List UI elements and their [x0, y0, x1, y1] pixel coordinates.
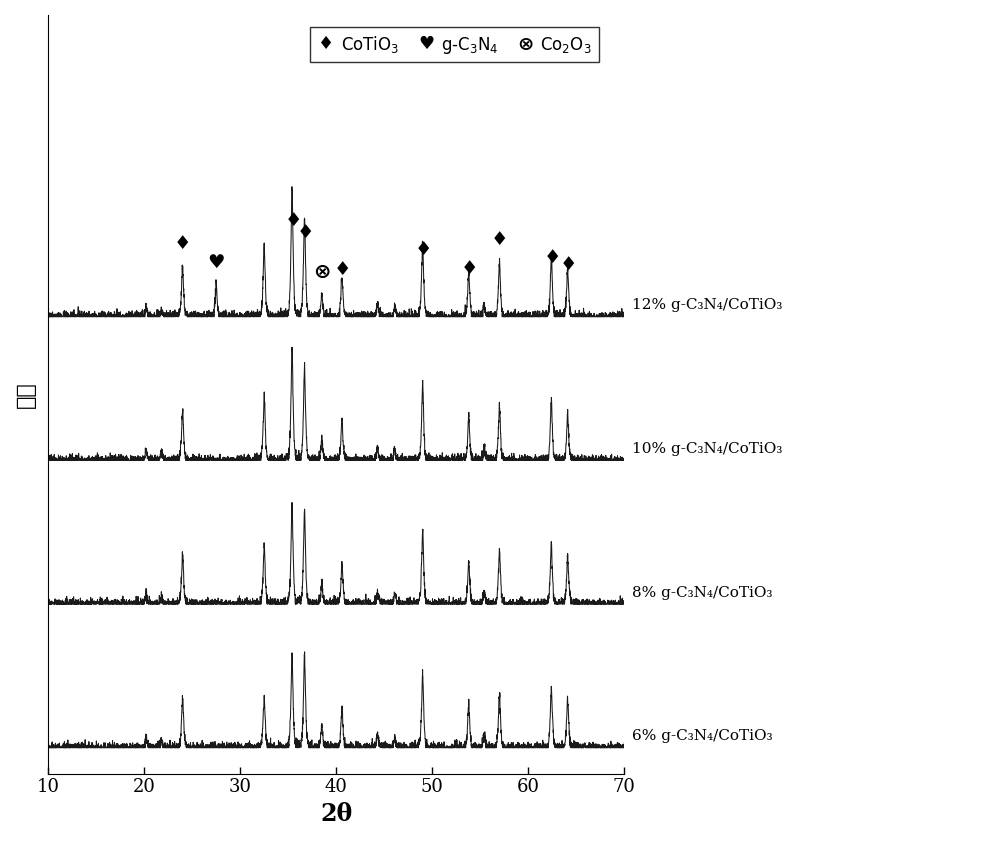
Text: ♦: ♦: [297, 223, 314, 242]
Text: ♦: ♦: [544, 248, 561, 267]
Text: 12% g-C₃N₄/CoTiO₃: 12% g-C₃N₄/CoTiO₃: [632, 299, 782, 312]
Text: ♥: ♥: [207, 253, 225, 272]
Text: 10% g-C₃N₄/CoTiO₃: 10% g-C₃N₄/CoTiO₃: [632, 442, 782, 456]
Y-axis label: 强度: 强度: [15, 381, 37, 408]
Text: ♦: ♦: [461, 259, 478, 278]
Text: ♦: ♦: [560, 255, 577, 274]
Text: 8% g-C₃N₄/CoTiO₃: 8% g-C₃N₄/CoTiO₃: [632, 585, 772, 600]
Text: 6% g-C₃N₄/CoTiO₃: 6% g-C₃N₄/CoTiO₃: [632, 729, 773, 743]
Text: ♦: ♦: [334, 261, 352, 279]
Legend: CoTiO$_3$, g-C$_3$N$_4$, Co$_2$O$_3$: CoTiO$_3$, g-C$_3$N$_4$, Co$_2$O$_3$: [310, 27, 599, 62]
Text: ⊗: ⊗: [313, 262, 331, 282]
Text: ♦: ♦: [284, 211, 302, 230]
X-axis label: 2θ: 2θ: [320, 802, 352, 826]
Text: ♦: ♦: [174, 235, 191, 253]
Text: ♦: ♦: [491, 230, 508, 249]
Text: ♦: ♦: [415, 241, 432, 259]
